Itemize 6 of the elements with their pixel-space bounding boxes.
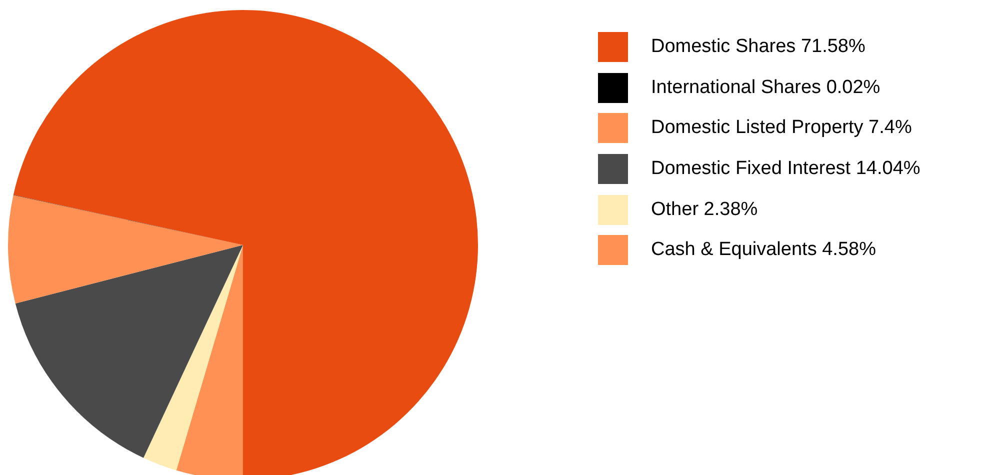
legend-label: Domestic Listed Property 7.4% [651, 117, 912, 140]
legend-label: Domestic Shares 71.58% [651, 36, 866, 58]
legend-label: Cash & Equivalents 4.58% [651, 239, 876, 262]
legend-label: International Shares 0.02% [651, 76, 880, 99]
legend-label: Domestic Fixed Interest 14.04% [651, 158, 920, 180]
legend-label: Other 2.38% [651, 198, 758, 221]
